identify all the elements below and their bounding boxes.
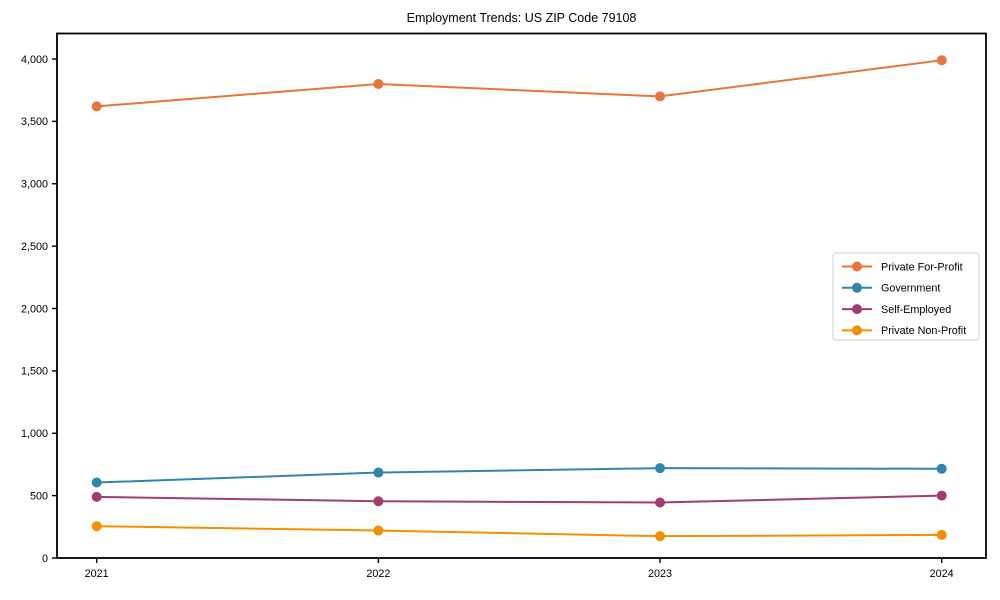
legend-label: Self-Employed [881, 304, 951, 316]
data-point [373, 78, 384, 89]
data-point [91, 477, 102, 488]
y-tick-label: 1,500 [21, 366, 48, 378]
series-line [95, 525, 943, 538]
series-line [95, 494, 943, 504]
y-tick-label: 500 [30, 490, 48, 502]
legend-marker-dot [852, 282, 862, 293]
x-tick-label: 2023 [648, 568, 672, 580]
data-point [936, 463, 947, 474]
data-point [936, 529, 947, 540]
data-point [936, 490, 947, 501]
y-tick-label: 4,000 [21, 54, 48, 66]
data-point [91, 521, 102, 532]
series-line [95, 59, 943, 108]
data-point [655, 91, 666, 102]
legend-label: Private For-Profit [881, 261, 963, 273]
data-point [91, 101, 102, 112]
data-point [936, 55, 947, 66]
legend-label: Government [881, 283, 940, 295]
x-tick-label: 2021 [85, 568, 109, 580]
legend-marker-dot [852, 261, 862, 272]
data-point [373, 525, 384, 536]
data-point [373, 467, 384, 478]
y-tick-label: 0 [42, 553, 48, 565]
plot-border [56, 32, 987, 559]
y-tick-label: 2,000 [21, 303, 48, 315]
legend-box [832, 252, 980, 341]
x-tick-label: 2022 [366, 568, 390, 580]
data-point [373, 496, 384, 507]
legend-marker-dot [852, 325, 862, 336]
legend-marker-dot [852, 304, 862, 315]
y-tick-label: 2,500 [21, 241, 48, 253]
legend-label: Private Non-Profit [881, 325, 966, 337]
data-point [655, 463, 666, 474]
data-point [91, 491, 102, 502]
data-point [655, 497, 666, 508]
data-point [655, 531, 666, 542]
y-tick-label: 3,500 [21, 116, 48, 128]
y-tick-label: 1,000 [21, 428, 48, 440]
chart-title: Employment Trends: US ZIP Code 79108 [406, 11, 637, 25]
series-line [95, 467, 943, 484]
x-tick-label: 2024 [930, 568, 954, 580]
y-tick-label: 3,000 [21, 179, 48, 191]
